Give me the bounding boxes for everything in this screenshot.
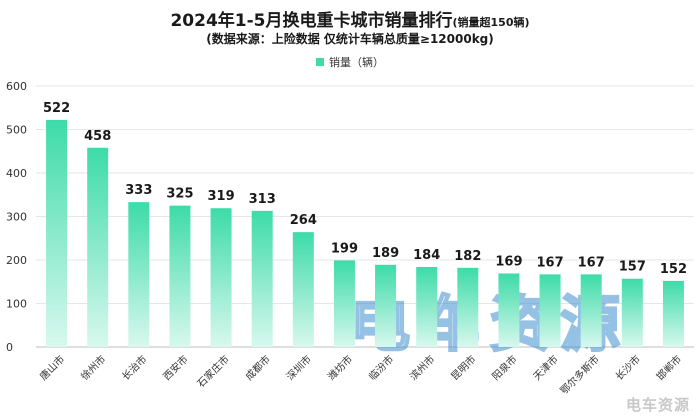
bar-value-label: 169 (495, 254, 522, 269)
bar[interactable] (580, 274, 602, 347)
x-tick-label: 邯郸市 (654, 352, 684, 382)
bar-value-label: 325 (166, 187, 193, 202)
corner-watermark: 电车资源 (625, 396, 690, 414)
bar[interactable] (251, 210, 273, 347)
legend-swatch (316, 58, 324, 66)
bar-value-label: 184 (413, 248, 440, 263)
y-tick-label: 500 (6, 124, 27, 137)
bar[interactable] (621, 278, 643, 347)
y-tick-label: 400 (6, 167, 27, 180)
bar[interactable] (416, 266, 438, 347)
bar-value-label: 264 (290, 213, 317, 228)
bar-value-label: 152 (660, 262, 687, 277)
bar-value-label: 319 (207, 189, 234, 204)
x-tick-label: 石家庄市 (194, 352, 231, 389)
y-tick-label: 200 (6, 254, 27, 267)
bar[interactable] (333, 260, 355, 347)
bar[interactable] (539, 274, 561, 347)
chart-title: 2024年1-5月换电重卡城市销量排行(销量超150辆) (0, 6, 700, 31)
bar[interactable] (46, 119, 68, 348)
bar-value-label: 167 (536, 255, 563, 270)
x-tick-label: 唐山市 (37, 352, 67, 382)
x-tick-label: 长治市 (119, 352, 149, 382)
bar-value-label: 157 (619, 260, 646, 275)
bar[interactable] (292, 232, 314, 347)
bar-value-label: 522 (43, 101, 70, 116)
bar[interactable] (128, 202, 150, 347)
bar-value-label: 199 (331, 241, 358, 256)
legend-label: 销量（辆） (329, 56, 384, 69)
chart-title-note: (销量超150辆) (452, 16, 530, 29)
bar[interactable] (210, 208, 232, 347)
bar[interactable] (87, 147, 109, 347)
bar[interactable] (662, 280, 684, 347)
bar-value-label: 182 (454, 249, 481, 264)
bar-value-label: 189 (372, 246, 399, 261)
y-tick-label: 0 (6, 341, 13, 354)
y-tick-label: 300 (6, 211, 27, 224)
x-tick-label: 深圳市 (284, 352, 314, 382)
x-tick-label: 徐州市 (78, 352, 108, 382)
chart-legend[interactable]: 销量（辆） (0, 54, 700, 70)
y-tick-label: 600 (6, 80, 27, 93)
chart-title-main: 2024年1-5月换电重卡城市销量排行 (170, 11, 453, 31)
label-layer: 522 458 333 325 319 313 264 199 189 184 182 169 167 1… (43, 101, 687, 277)
x-tick-label: 西安市 (160, 352, 190, 382)
bar[interactable] (375, 264, 397, 347)
bar-value-label: 167 (578, 255, 605, 270)
bar[interactable] (169, 205, 191, 347)
bar-value-label: 333 (125, 183, 152, 198)
bar[interactable] (457, 267, 479, 347)
x-tick-label: 成都市 (242, 352, 272, 382)
chart-subtitle: (数据来源：上险数据 仅统计车辆总质量≥12000kg) (206, 32, 494, 46)
bar-layer (46, 119, 684, 348)
y-tick-label: 100 (6, 298, 27, 311)
bar-value-label: 313 (249, 192, 276, 207)
bar[interactable] (498, 273, 520, 347)
bar-value-label: 458 (84, 129, 111, 144)
